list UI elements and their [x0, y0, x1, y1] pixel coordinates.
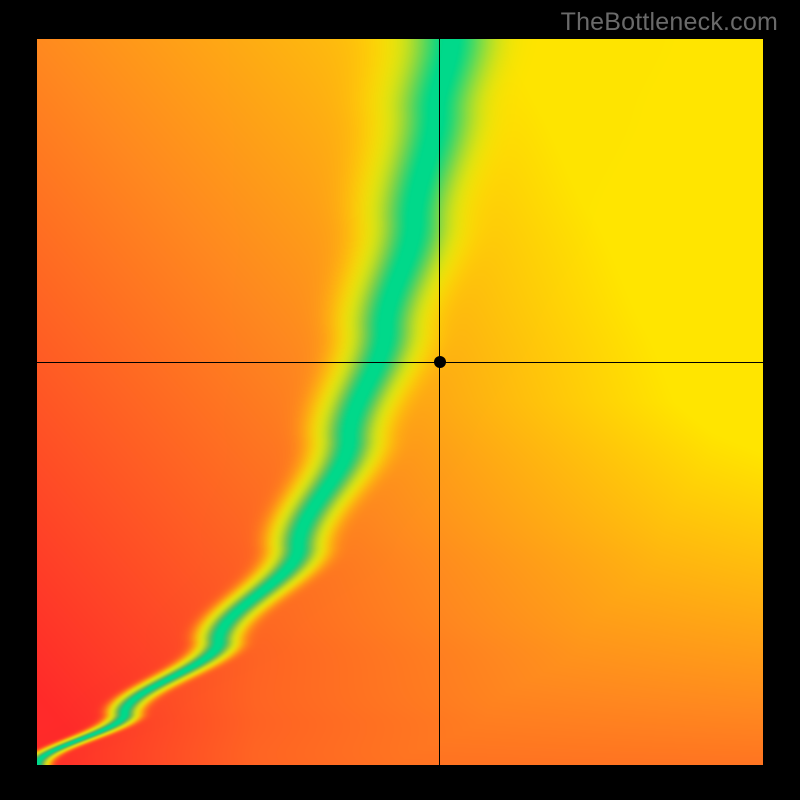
crosshair-vertical	[439, 39, 440, 765]
heatmap-canvas	[37, 39, 763, 765]
watermark-text: TheBottleneck.com	[561, 8, 778, 37]
crosshair-horizontal	[37, 362, 763, 363]
crosshair-marker	[434, 356, 446, 368]
